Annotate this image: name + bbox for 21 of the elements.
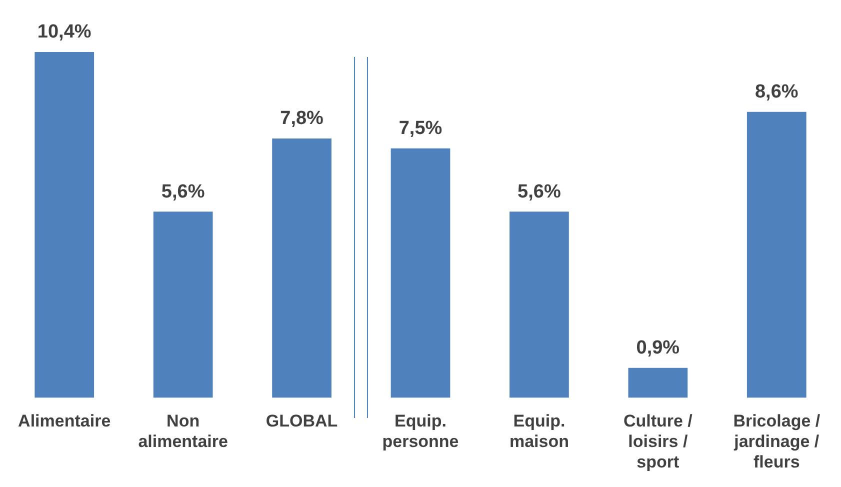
bar [34, 52, 94, 398]
data-label: 5,6% [518, 181, 561, 202]
x-tick-label: Equip. maison [509, 412, 569, 452]
bar [153, 212, 213, 398]
bar [628, 368, 688, 398]
bar [510, 212, 569, 398]
x-tick-label: Culture / loisirs / sport [623, 412, 693, 472]
data-label: 10,4% [37, 22, 92, 43]
bar [272, 138, 332, 398]
x-tick-label: Non alimentaire [138, 412, 228, 452]
data-label: 7,5% [398, 118, 442, 140]
x-tick-label: Equip. personne [382, 412, 459, 452]
data-label: 5,6% [161, 181, 205, 202]
data-label: 7,8% [280, 108, 324, 130]
bar [390, 148, 450, 398]
x-tick-label: Bricolage / jardinage / fleurs [733, 412, 820, 472]
data-label: 0,9% [636, 338, 680, 359]
bar [746, 112, 806, 398]
data-label: 8,6% [754, 82, 798, 103]
x-tick-label: Alimentaire [18, 412, 111, 431]
x-tick-label: GLOBAL [266, 412, 338, 431]
